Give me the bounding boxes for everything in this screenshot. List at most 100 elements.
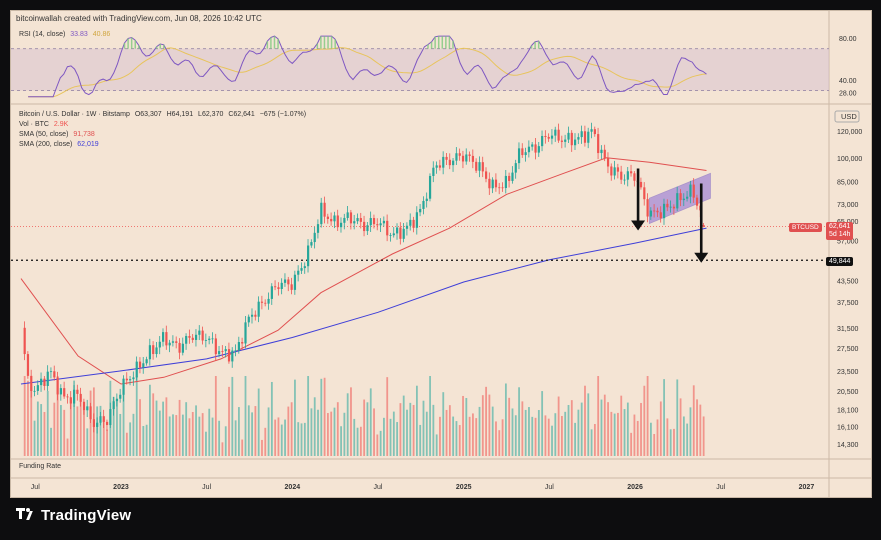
candle-body bbox=[695, 197, 699, 206]
candle-body bbox=[112, 401, 115, 410]
volume-bar bbox=[435, 434, 438, 456]
volume-bar bbox=[379, 430, 382, 456]
price-tick-label: 100,000 bbox=[837, 156, 862, 163]
volume-bar bbox=[472, 413, 474, 456]
volume-bar bbox=[656, 419, 659, 456]
candle-body bbox=[125, 378, 128, 381]
chart-frame: 80.00 40.00 28.00 USD 120,000 100,000 85,000 73… bbox=[10, 10, 872, 498]
volume-bar bbox=[689, 407, 692, 456]
price-tick-label: 14,300 bbox=[837, 442, 859, 449]
candle-body bbox=[69, 397, 72, 404]
volume-bar bbox=[554, 413, 557, 456]
candle-body bbox=[214, 338, 217, 355]
candle-body bbox=[649, 210, 653, 217]
volume-bar bbox=[528, 407, 530, 456]
candle-body bbox=[257, 301, 260, 317]
volume-bar bbox=[228, 386, 230, 456]
volume-bar bbox=[570, 400, 573, 456]
volume-bar bbox=[600, 399, 603, 456]
volume-bar bbox=[214, 376, 217, 456]
candle-body bbox=[382, 220, 386, 224]
candle-body bbox=[399, 227, 402, 239]
volume-bar bbox=[211, 417, 214, 456]
volume-bar bbox=[541, 391, 544, 456]
candle-body bbox=[89, 406, 92, 420]
volume-bar bbox=[369, 388, 372, 456]
volume-bar bbox=[630, 432, 633, 456]
currency-label: USD bbox=[841, 112, 857, 121]
candle-body bbox=[36, 385, 39, 391]
candle-body bbox=[557, 129, 560, 141]
candle-body bbox=[682, 198, 685, 201]
candle-body bbox=[597, 134, 600, 154]
candle-body bbox=[290, 284, 293, 290]
candle-body bbox=[254, 314, 257, 317]
volume-bar bbox=[125, 432, 128, 456]
volume-bar bbox=[267, 407, 270, 456]
volume-bar bbox=[224, 426, 227, 456]
volume-bar bbox=[175, 415, 178, 456]
candle-body bbox=[92, 419, 95, 427]
volume-bar bbox=[185, 402, 188, 456]
volume-bar bbox=[597, 376, 600, 456]
volume-bar bbox=[392, 411, 395, 456]
candle-body bbox=[129, 379, 132, 381]
ohlc-change: −675 (−1.07%) bbox=[259, 111, 307, 118]
candle-body bbox=[274, 286, 277, 288]
candle-body bbox=[610, 166, 613, 176]
volume-bar bbox=[646, 376, 649, 456]
candle-body bbox=[550, 135, 554, 139]
volume-bar bbox=[122, 391, 125, 456]
candle-body bbox=[524, 152, 527, 156]
candle-body bbox=[666, 203, 669, 208]
candle-body bbox=[231, 350, 234, 362]
volume-bar bbox=[102, 419, 105, 456]
candle-body bbox=[514, 163, 517, 173]
volume-bar bbox=[620, 395, 623, 456]
volume-bar bbox=[33, 420, 36, 456]
candle-body bbox=[343, 217, 346, 223]
price-tick-label: 31,500 bbox=[837, 326, 859, 333]
volume-bar bbox=[36, 401, 39, 456]
chart-canvas[interactable]: 80.00 40.00 28.00 USD 120,000 100,000 85,000 73… bbox=[11, 11, 872, 498]
volume-bar bbox=[280, 424, 283, 456]
volume-legend: Vol · BTC 2.9K bbox=[19, 121, 71, 128]
candle-body bbox=[541, 135, 544, 147]
funding-rate-label: Funding Rate bbox=[19, 463, 64, 470]
volume-bar bbox=[254, 406, 257, 456]
volume-value: 2.9K bbox=[53, 121, 69, 128]
candle-body bbox=[267, 298, 270, 304]
volume-bar bbox=[340, 426, 342, 456]
candle-body bbox=[155, 347, 158, 355]
candle-body bbox=[672, 206, 676, 209]
candle-body bbox=[389, 235, 392, 237]
candle-body bbox=[428, 175, 432, 199]
candle-body bbox=[659, 212, 662, 219]
candle-body bbox=[686, 196, 689, 199]
volume-bar bbox=[162, 401, 165, 456]
candle-body bbox=[158, 341, 161, 348]
candle-body bbox=[109, 409, 112, 426]
candle-body bbox=[66, 396, 69, 398]
candle-body bbox=[250, 314, 254, 317]
volume-bar bbox=[682, 416, 685, 456]
volume-bar bbox=[415, 385, 418, 456]
candle-body bbox=[336, 215, 339, 228]
volume-bar bbox=[356, 427, 359, 456]
sma200-value: 62,019 bbox=[77, 141, 99, 148]
tradingview-wordmark: TradingView bbox=[41, 506, 132, 524]
candle-body bbox=[307, 245, 310, 267]
candle-body bbox=[583, 131, 587, 143]
candle-body bbox=[419, 208, 422, 213]
candle-body bbox=[241, 342, 244, 344]
candle-body bbox=[346, 212, 349, 218]
candle-body bbox=[135, 361, 138, 378]
volume-bar bbox=[330, 411, 333, 456]
candle-body bbox=[171, 341, 175, 343]
volume-bar bbox=[495, 421, 497, 456]
volume-bar bbox=[195, 405, 197, 456]
volume-bar bbox=[307, 376, 310, 456]
volume-bar bbox=[60, 405, 62, 456]
candle-body bbox=[679, 193, 682, 201]
time-tick-label: Jul bbox=[202, 484, 211, 491]
